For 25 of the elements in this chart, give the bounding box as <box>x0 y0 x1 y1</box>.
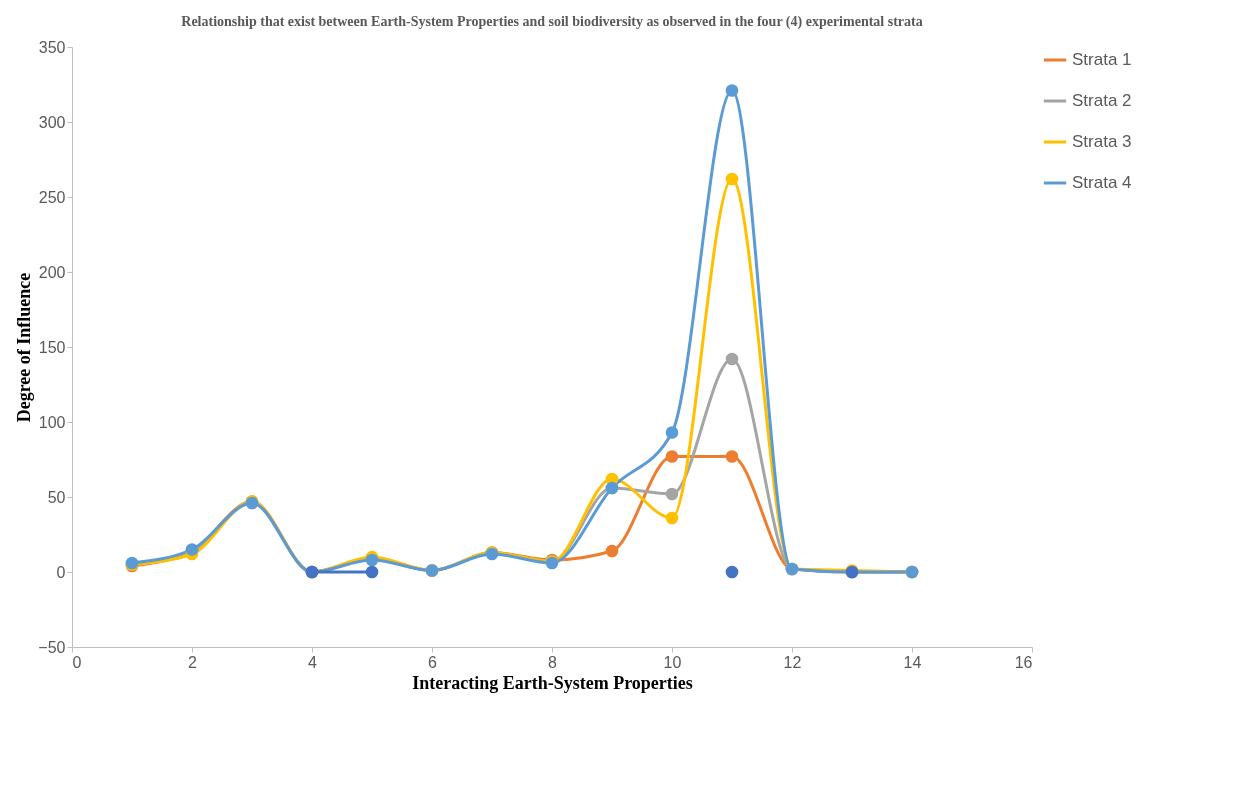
y-tick-label: 300 <box>38 113 66 131</box>
x-tick-label: 8 <box>548 653 558 671</box>
x-tick-label: 6 <box>428 653 438 671</box>
x-tick-label: 14 <box>903 653 922 671</box>
y-tick-label: 200 <box>38 263 66 281</box>
y-tick-label: 250 <box>38 188 66 206</box>
y-tick-label: 100 <box>38 413 66 431</box>
legend-label: Strata 3 <box>1072 132 1132 151</box>
y-axis-title: Degree of Influence <box>14 272 35 423</box>
legend-label: Strata 2 <box>1072 91 1132 110</box>
y-tick-label: 0 <box>56 563 66 581</box>
chart-title: Relationship that exist between Earth-System Properties and soil biodiversity as observed in the four (4) experimental strata <box>181 14 923 30</box>
x-tick-label: 2 <box>188 653 198 671</box>
legend-label: Strata 1 <box>1072 50 1132 69</box>
y-tick-label: 350 <box>38 38 66 56</box>
y-tick-label: 50 <box>47 488 66 506</box>
x-axis-title: Interacting Earth-System Properties <box>412 672 693 693</box>
x-tick-label: 10 <box>663 653 682 671</box>
legend-label: Strata 4 <box>1072 173 1132 192</box>
x-tick-label: 0 <box>72 653 82 671</box>
y-tick-label: −50 <box>38 638 66 656</box>
x-tick-label: 12 <box>783 653 802 671</box>
y-tick-label: 150 <box>38 338 66 356</box>
x-tick-label: 16 <box>1014 653 1033 671</box>
x-tick-label: 4 <box>308 653 318 671</box>
